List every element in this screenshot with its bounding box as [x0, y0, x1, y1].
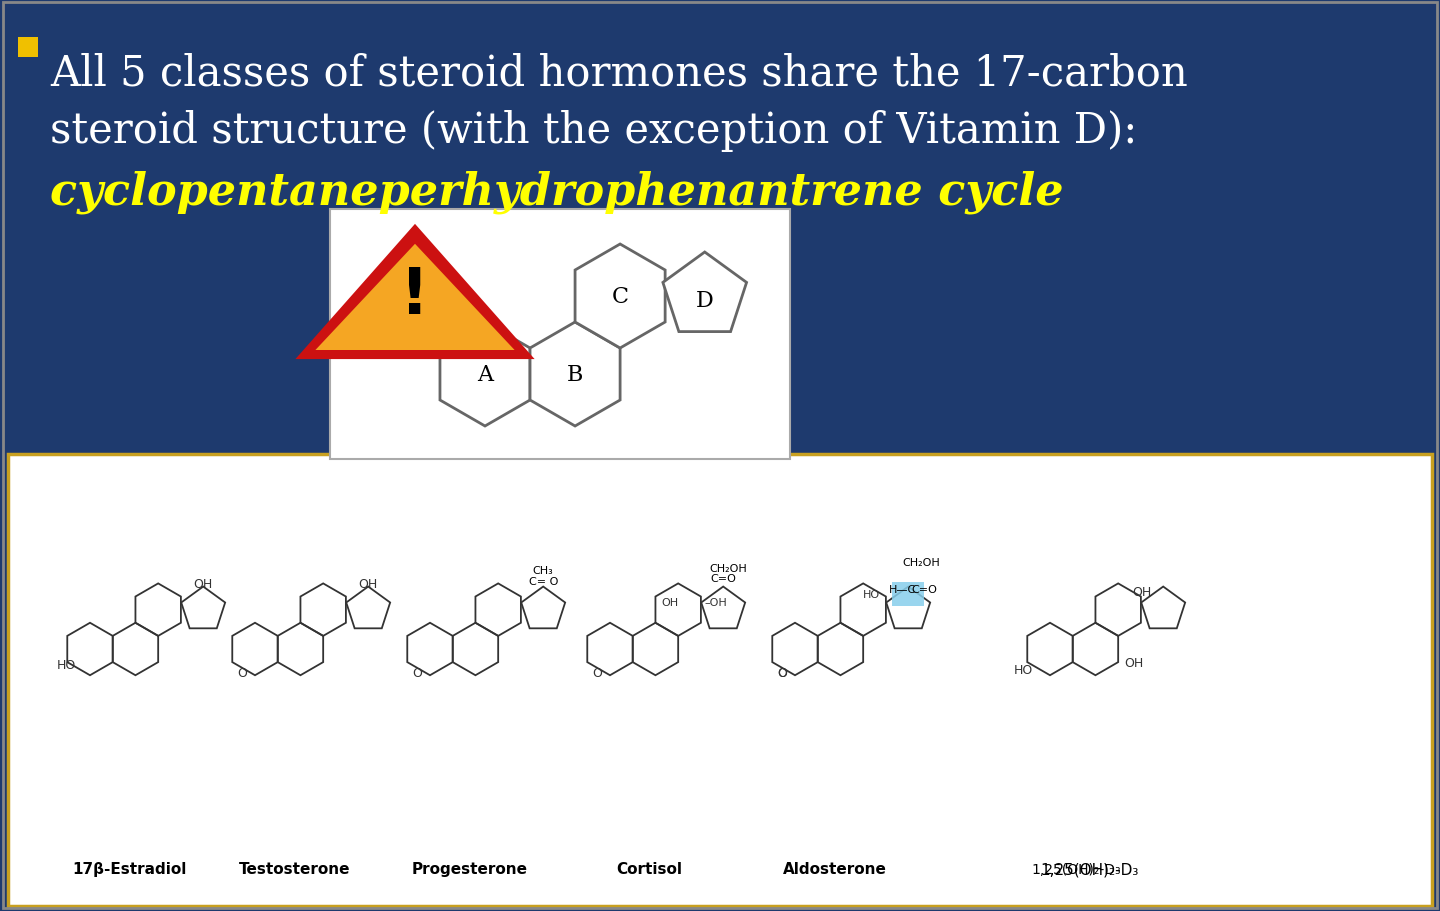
- Text: Testosterone: Testosterone: [239, 862, 350, 876]
- Text: CH₂OH: CH₂OH: [710, 563, 747, 573]
- Text: C=O: C=O: [710, 574, 736, 584]
- Bar: [330, 210, 791, 459]
- Text: Progesterone: Progesterone: [412, 862, 527, 876]
- Text: 1,25(OH)₂-D₃: 1,25(OH)₂-D₃: [1031, 862, 1122, 876]
- Text: OH: OH: [1132, 585, 1152, 599]
- Text: –OH: –OH: [704, 597, 727, 607]
- Polygon shape: [575, 245, 665, 349]
- Text: A: A: [477, 363, 492, 385]
- Bar: [0, 0, 1440, 459]
- Text: CH₃: CH₃: [533, 566, 553, 576]
- Text: Aldosterone: Aldosterone: [782, 862, 886, 876]
- Text: OH: OH: [359, 578, 377, 590]
- Text: C=O: C=O: [912, 584, 937, 594]
- Text: B: B: [567, 363, 583, 385]
- Bar: [893, 582, 924, 606]
- Text: O: O: [412, 666, 422, 680]
- Polygon shape: [300, 228, 530, 358]
- Polygon shape: [530, 322, 621, 426]
- Polygon shape: [441, 322, 530, 426]
- Text: C= O: C= O: [528, 576, 557, 586]
- Text: 17β-Estradiol: 17β-Estradiol: [72, 862, 187, 876]
- Text: C: C: [612, 286, 629, 308]
- Bar: [17, 38, 37, 58]
- Text: 1,25(OH)₂-D₃: 1,25(OH)₂-D₃: [1040, 862, 1139, 876]
- Text: cyclopentaneperhydrophenantrene cycle: cyclopentaneperhydrophenantrene cycle: [50, 169, 1064, 213]
- Text: O: O: [778, 666, 786, 680]
- Text: D: D: [696, 290, 714, 312]
- Text: !: !: [400, 264, 429, 326]
- Text: HO: HO: [56, 659, 76, 671]
- Text: H—C: H—C: [890, 584, 917, 594]
- Text: OH: OH: [193, 578, 213, 590]
- Text: OH: OH: [1125, 656, 1143, 669]
- Polygon shape: [662, 252, 746, 333]
- Polygon shape: [315, 244, 514, 351]
- Text: OH: OH: [662, 597, 678, 607]
- Text: HO: HO: [863, 589, 880, 599]
- Text: O: O: [592, 666, 602, 680]
- Text: Cortisol: Cortisol: [616, 862, 683, 876]
- Text: steroid structure (with the exception of Vitamin D):: steroid structure (with the exception of…: [50, 110, 1138, 152]
- Text: O: O: [778, 666, 786, 680]
- Bar: [9, 455, 1431, 906]
- Text: HO: HO: [1014, 664, 1034, 677]
- Text: CH₂OH: CH₂OH: [903, 558, 940, 568]
- Text: All 5 classes of steroid hormones share the 17-carbon: All 5 classes of steroid hormones share …: [50, 52, 1188, 94]
- Text: O: O: [238, 666, 246, 680]
